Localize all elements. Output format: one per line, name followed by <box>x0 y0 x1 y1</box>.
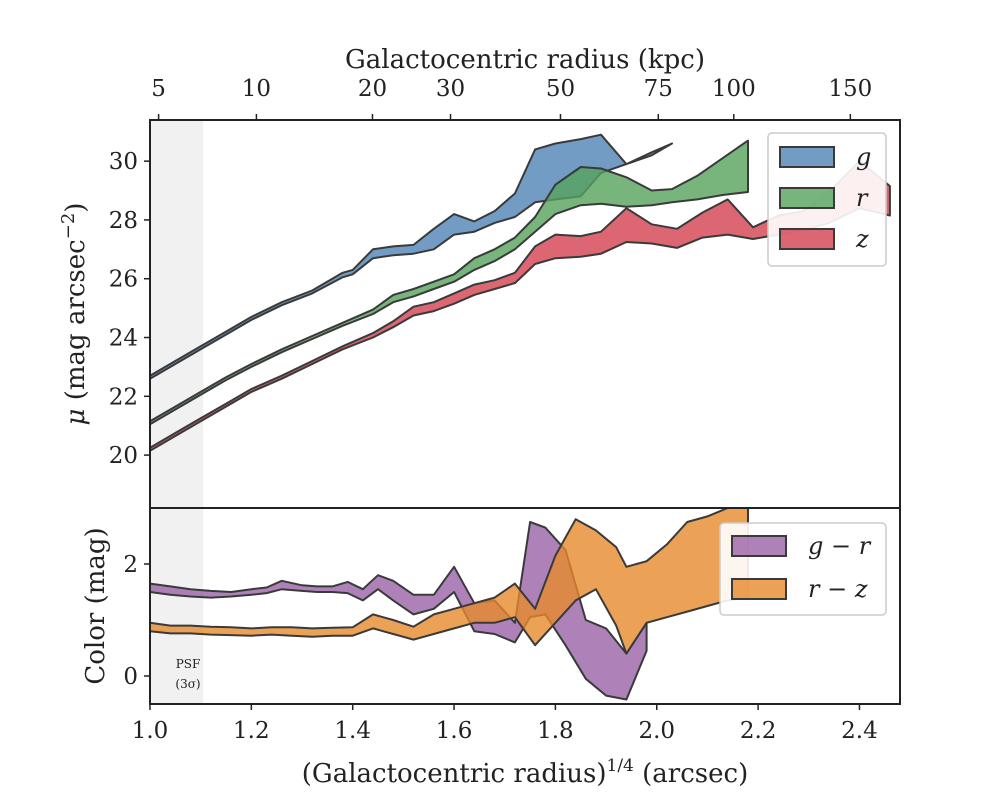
top-kpc-tick-label: 75 <box>644 76 673 102</box>
color-panel: 02 1.0 1.2 1.4 1.6 1.8 2.0 2.2 2.4 PSF (3σ) (Ga… <box>81 507 901 789</box>
bottom-x-axis-label: (Galactocentric radius)1/4 (arcsec) <box>302 756 748 789</box>
top-legend-swatch-z <box>779 228 835 250</box>
surface-brightness-series <box>149 133 891 452</box>
top-kpc-tick-label: 30 <box>436 76 465 102</box>
top-kpc-tick-label: 150 <box>828 76 872 102</box>
bottom-x-tick-label: 1.6 <box>436 718 473 744</box>
bottom-x-ticks: 1.0 1.2 1.4 1.6 1.8 2.0 2.2 2.4 <box>132 704 878 744</box>
top-kpc-tick-label: 100 <box>712 76 756 102</box>
top-x-axis-label: Galactocentric radius (kpc) <box>345 45 705 75</box>
bottom-y-ticks: 02 <box>123 552 150 690</box>
top-legend-label-z: z <box>855 225 869 253</box>
bottom-x-tick-label: 1.4 <box>334 718 371 744</box>
bottom-axes-frame <box>149 507 901 705</box>
surface-brightness-panel: 20 22 24 26 28 30 5 10 20 30 50 75 100 150 Galactoce… <box>58 45 901 509</box>
band-g <box>149 133 673 380</box>
top-y-tick-label: 24 <box>109 326 138 352</box>
bottom-legend: g − r r − z <box>719 522 887 616</box>
top-y-tick-label: 26 <box>109 267 138 293</box>
psf-shade-bottom <box>150 508 204 704</box>
top-kpc-tick-label: 5 <box>151 76 166 102</box>
bottom-y-axis-label: Color (mag) <box>81 527 111 684</box>
color-series <box>149 507 749 701</box>
top-kpc-ticks: 5 10 20 30 50 75 100 150 <box>151 76 872 120</box>
bottom-legend-label-g-r: g − r <box>808 532 872 560</box>
top-kpc-tick-label: 50 <box>546 76 575 102</box>
top-y-tick-label: 22 <box>109 384 138 410</box>
bottom-legend-label-r-z: r − z <box>808 575 868 603</box>
top-y-tick-label: 20 <box>109 443 138 469</box>
top-y-tick-label: 28 <box>109 208 138 234</box>
band-z <box>149 160 891 452</box>
psf-annotation-line2: (3σ) <box>175 677 200 691</box>
top-y-axis-label: μ (mag arcsec−2) <box>58 203 91 426</box>
top-legend-swatch-g <box>779 146 835 168</box>
bottom-legend-swatch-r-z <box>731 578 787 600</box>
bottom-x-tick-label: 2.0 <box>638 718 675 744</box>
top-y-tick-label: 30 <box>109 149 138 175</box>
psf-shade-top <box>150 120 204 508</box>
top-legend-swatch-r <box>779 187 835 209</box>
bottom-y-tick-label: 2 <box>123 552 138 578</box>
bottom-legend-swatch-g-r <box>731 535 787 557</box>
top-y-ticks: 20 22 24 26 28 30 <box>109 149 150 469</box>
bottom-x-tick-label: 1.2 <box>233 718 270 744</box>
bottom-y-tick-label: 0 <box>123 664 138 690</box>
top-legend-label-g: g <box>856 143 871 171</box>
top-kpc-tick-label: 10 <box>242 76 271 102</box>
bottom-x-tick-label: 2.4 <box>841 718 878 744</box>
bottom-x-tick-label: 1.0 <box>132 718 169 744</box>
psf-annotation-line1: PSF <box>176 657 201 671</box>
top-legend-label-r: r <box>856 184 869 212</box>
bottom-x-tick-label: 1.8 <box>537 718 574 744</box>
bottom-x-tick-label: 2.2 <box>740 718 777 744</box>
top-kpc-tick-label: 20 <box>358 76 387 102</box>
top-legend: grz <box>767 132 887 267</box>
band-r <box>149 139 749 426</box>
